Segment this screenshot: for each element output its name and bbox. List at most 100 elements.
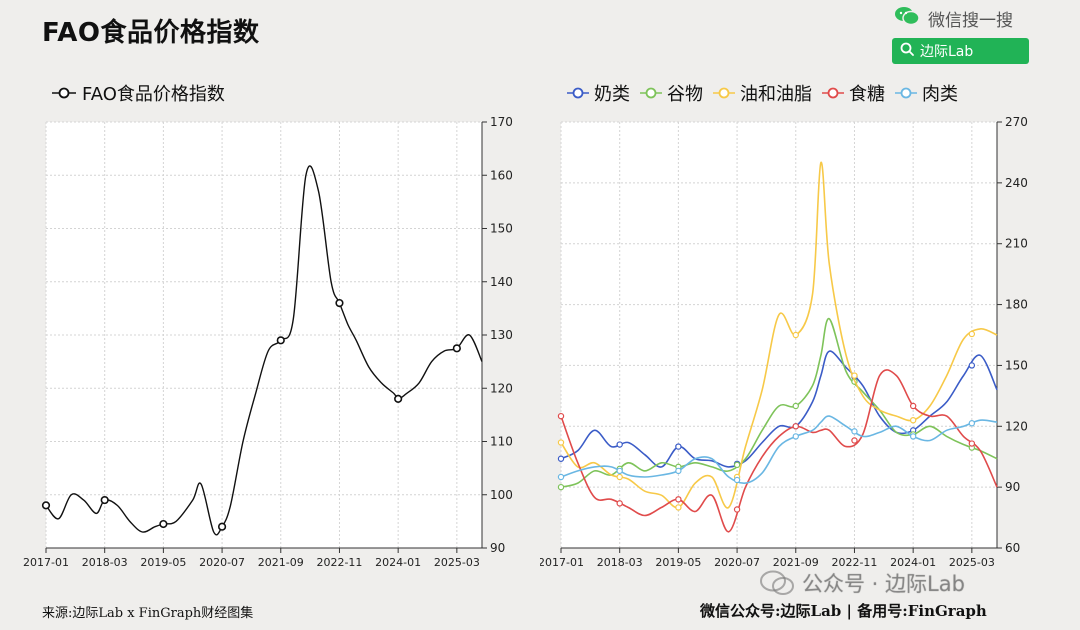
right-chart-legend: 奶类 谷物 油和油脂 食糖 肉类	[567, 80, 958, 106]
series-marker	[851, 428, 858, 435]
y-tick-label: 90	[490, 541, 505, 555]
plot-area	[561, 122, 997, 548]
series-marker	[909, 417, 917, 424]
x-tick-label: 2017-01	[23, 556, 69, 569]
series-marker	[733, 476, 741, 484]
legend-label-cereals: 谷物	[667, 84, 703, 105]
series-marker	[733, 506, 741, 513]
watermark: 公众号 · 边际Lab	[760, 568, 965, 598]
series-marker	[452, 344, 461, 353]
y-tick-label: 120	[1005, 419, 1028, 433]
y-tick-label: 240	[1005, 176, 1028, 190]
y-tick-label: 160	[490, 168, 513, 182]
series-marker	[616, 473, 623, 481]
series-marker	[616, 441, 623, 448]
series-line-3	[560, 369, 998, 533]
series-marker	[557, 412, 565, 420]
series-marker	[394, 394, 403, 404]
series-marker	[733, 461, 741, 469]
legend-item-sugar: 食糖	[822, 80, 885, 106]
y-tick-label: 130	[490, 328, 513, 342]
series-marker	[968, 420, 976, 427]
series-marker	[335, 298, 344, 308]
x-tick-label: 2024-01	[375, 556, 421, 569]
search-button-label: 边际Lab	[920, 44, 974, 60]
y-tick-label: 180	[1005, 298, 1028, 312]
x-tick-label: 2020-07	[714, 556, 760, 569]
x-tick-label: 2018-03	[82, 556, 128, 569]
legend-label-sugar: 食糖	[849, 84, 885, 105]
series-marker	[557, 439, 565, 446]
series-marker	[100, 495, 109, 505]
series-marker	[557, 483, 565, 491]
x-tick-label: 2020-07	[199, 556, 245, 569]
series-line-1	[560, 317, 998, 488]
wechat-icon	[894, 6, 920, 30]
y-tick-label: 150	[1005, 358, 1028, 372]
wechat-watermark-icon	[760, 570, 794, 595]
series-marker	[792, 331, 799, 339]
y-tick-label: 100	[490, 488, 513, 502]
search-hint-text: 微信搜一搜	[928, 10, 1013, 31]
legend-item-meat: 肉类	[895, 80, 958, 106]
search-button[interactable]: 边际Lab	[892, 38, 1029, 64]
x-tick-label: 2022-11	[831, 556, 877, 569]
legend-label-dairy: 奶类	[594, 84, 630, 105]
x-tick-label: 2018-03	[597, 556, 643, 569]
series-line-0	[560, 350, 998, 468]
x-tick-label: 2025-03	[949, 556, 995, 569]
x-tick-label: 2021-09	[773, 556, 819, 569]
x-tick-label: 2019-05	[655, 556, 701, 569]
series-marker	[616, 500, 623, 507]
series-marker	[792, 423, 799, 430]
sub-index-chart: 60 90 120 150 180 210 240 270 2017-01 2018-03 2019…	[540, 115, 1028, 569]
search-icon	[900, 42, 914, 60]
source-note: 来源:边际Lab x FinGraph财经图集	[42, 606, 254, 621]
page-title: FAO食品价格指数	[42, 18, 260, 48]
legend-marker-sugar	[822, 87, 844, 99]
series-marker	[851, 372, 858, 379]
legend-label-fao: FAO食品价格指数	[82, 84, 225, 105]
series-marker	[276, 336, 285, 345]
x-tick-label: 2022-11	[316, 556, 362, 569]
series-marker	[217, 522, 227, 531]
series-marker	[968, 330, 976, 338]
legend-label-meat: 肉类	[922, 84, 958, 105]
series-marker	[851, 437, 858, 444]
series-marker	[909, 433, 917, 440]
series-marker	[41, 501, 51, 510]
y-tick-label: 90	[1005, 480, 1020, 494]
y-tick-label: 270	[1005, 115, 1028, 129]
series-marker	[909, 402, 917, 410]
series-marker	[616, 467, 623, 475]
x-tick-label: 2025-03	[434, 556, 480, 569]
watermark-text: 公众号 · 边际Lab	[802, 572, 965, 596]
series-marker	[968, 362, 976, 369]
legend-marker-fao	[52, 87, 76, 99]
series-marker	[675, 443, 682, 450]
wechat-search-hint[interactable]: 微信搜一搜	[894, 6, 1013, 31]
legend-marker-dairy	[567, 87, 589, 99]
legend-marker-oils	[713, 87, 735, 99]
y-tick-label: 120	[490, 381, 513, 395]
legend-item-dairy: 奶类	[567, 80, 630, 106]
legend-item-oils: 油和油脂	[713, 80, 812, 106]
x-tick-label: 2021-09	[258, 556, 304, 569]
series-line-0	[45, 165, 483, 536]
y-tick-label: 140	[490, 275, 513, 289]
left-chart-legend: FAO食品价格指数	[52, 80, 225, 106]
series-marker	[557, 473, 565, 481]
x-tick-label: 2019-05	[140, 556, 186, 569]
x-tick-label: 2017-01	[540, 556, 584, 569]
series-marker	[557, 455, 565, 462]
legend-marker-cereals	[640, 87, 662, 99]
series-marker	[792, 433, 799, 440]
legend-item-cereals: 谷物	[640, 80, 703, 106]
y-tick-label: 60	[1005, 541, 1020, 555]
y-tick-label: 210	[1005, 237, 1028, 251]
fao-index-chart: 90 100 110 120 130 140 150 160 170 2017-01 2018-03…	[23, 115, 513, 569]
y-tick-label: 150	[490, 222, 513, 236]
legend-label-oils: 油和油脂	[740, 84, 812, 105]
series-marker	[159, 519, 168, 529]
series-marker	[968, 440, 976, 447]
